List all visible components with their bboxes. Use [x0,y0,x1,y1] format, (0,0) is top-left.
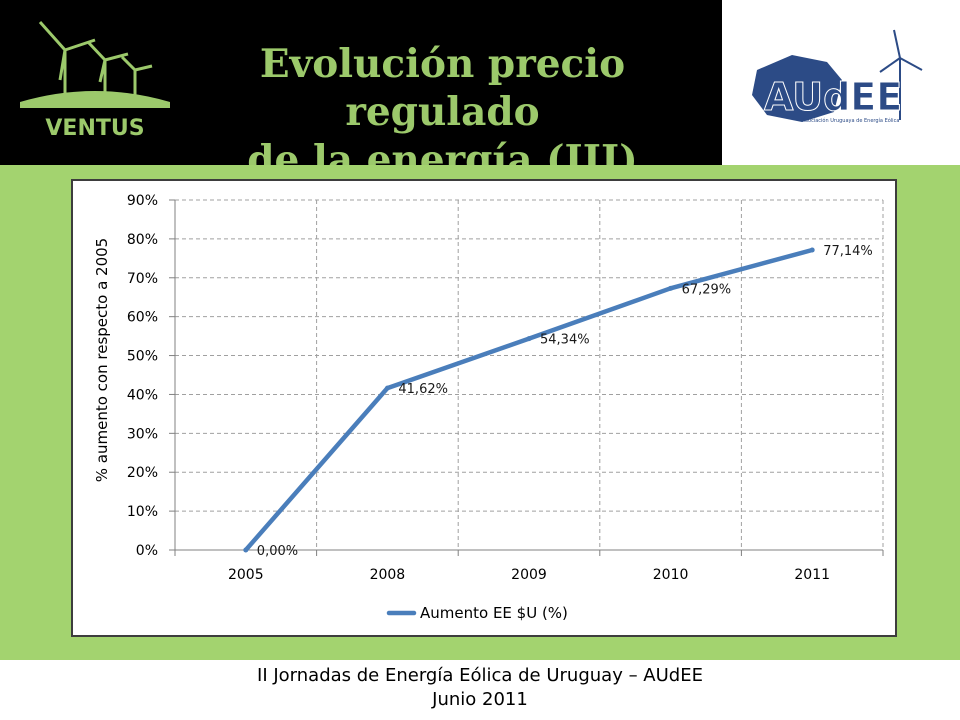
legend-label: Aumento EE $U (%) [420,604,568,622]
footer-line-1: II Jornadas de Energía Eólica de Uruguay… [257,665,703,686]
audee-logo: AUdEE Asociación Uruguaya de Energía Eól… [752,29,923,124]
audee-logo-text: AUdEE [764,75,902,119]
uruguay-map-shape [752,55,842,122]
page-title: Evolución precio regulado de la energía … [170,40,715,184]
y-tick-label: 30% [127,426,158,442]
wind-turbine-icon [879,29,923,120]
y-tick-label: 80% [127,232,158,248]
x-tick-label: 2011 [794,567,830,583]
y-axis-title: % aumento con respecto a 2005 [93,238,111,482]
title-line-1: Evolución precio regulado [259,41,626,135]
audee-logo-area: AUdEE Asociación Uruguaya de Energía Eól… [722,0,960,165]
data-point [809,247,815,253]
y-tick-label: 60% [127,310,158,326]
data-label: 41,62% [398,382,448,397]
y-tick-label: 70% [127,271,158,287]
y-tick-label: 40% [127,387,158,403]
data-label: 0,00% [257,544,298,559]
y-tick-label: 50% [127,349,158,365]
x-tick-label: 2005 [228,567,264,583]
data-label: 77,14% [823,244,873,259]
y-tick-label: 0% [136,543,158,559]
ventus-logo-text: VENTUS [45,116,144,141]
line-chart: 0% 10% 20% 30% 40% 50% 60% 70% 80% 90% 2005 2008 200… [93,193,884,622]
audee-logo-tagline: Asociación Uruguaya de Energía Eólica [802,117,899,124]
y-tick-label: 20% [127,465,158,481]
data-point [243,547,249,553]
header-bar: VENTUS Evolución precio regulado de la e… [0,0,722,183]
data-point [668,285,674,291]
data-label: 54,34% [540,333,590,348]
data-label: 67,29% [682,282,732,297]
x-tick-label: 2008 [370,567,406,583]
ventus-logo: VENTUS [20,21,170,141]
wind-turbine-icon [38,21,153,95]
data-point [526,336,532,342]
y-tick-label: 10% [127,504,158,520]
y-tick-label: 90% [127,193,158,209]
x-tick-label: 2010 [653,567,689,583]
chart-panel: 0% 10% 20% 30% 40% 50% 60% 70% 80% 90% 2005 2008 200… [71,179,897,637]
footer-line-2: Junio 2011 [432,689,528,710]
data-point [384,385,390,391]
hill-shape [20,91,170,108]
footer: II Jornadas de Energía Eólica de Uruguay… [0,664,960,712]
x-tick-label: 2009 [511,567,547,583]
